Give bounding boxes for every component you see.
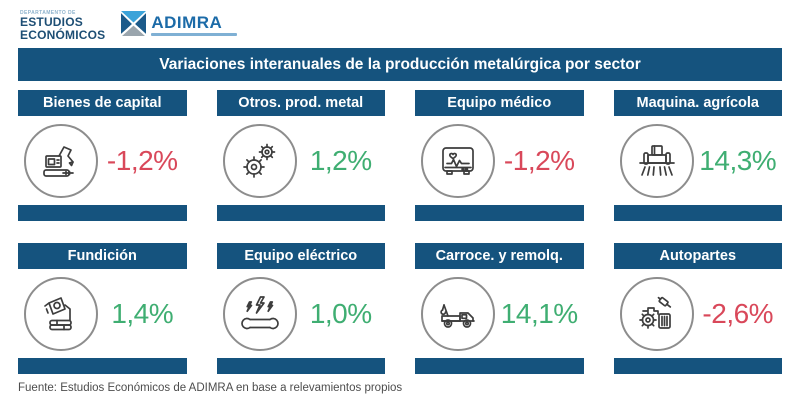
card-bottom-bar	[18, 358, 187, 374]
card-otros-prod-metal: Otros. prod. metal 1,2%	[216, 90, 385, 221]
foundry-ladle-icon	[24, 276, 98, 351]
industrial-robot-icon	[24, 123, 98, 198]
card-fundicion: Fundición 1,4%	[18, 243, 187, 374]
card-label: Carroce. y remolq.	[415, 243, 584, 269]
adimra-tagline	[151, 33, 238, 36]
card-equipo-medico: Equipo médico -1,2%	[415, 90, 584, 221]
card-value: 1,4%	[111, 297, 174, 329]
department-line2: ECONÓMICOS	[20, 27, 106, 42]
adimra-brand-name: ADIMRA	[151, 13, 223, 32]
card-carroce-y-remolq: Carroce. y remolq. 14,1%	[415, 243, 584, 374]
card-bottom-bar	[415, 358, 584, 374]
adimra-logo-mark-icon	[121, 11, 147, 36]
source-note: Fuente: Estudios Económicos de ADIMRA en…	[18, 382, 403, 394]
card-label: Bienes de capital	[18, 90, 187, 116]
auto-parts-icon	[619, 276, 694, 351]
department-line1: ESTUDIOS	[20, 15, 83, 30]
card-bottom-bar	[216, 205, 385, 221]
card-value: 1,0%	[309, 297, 372, 329]
card-value: -1,2%	[503, 144, 575, 176]
card-maquina-agricola: Maquina. agrícola 14,3%	[613, 90, 782, 221]
card-bottom-bar	[613, 358, 782, 374]
card-label: Maquina. agrícola	[613, 90, 782, 116]
department-logo: DEPARTAMENTO DE ESTUDIOS ECONÓMICOS	[20, 9, 105, 41]
card-equipo-electrico: Equipo eléctrico 1,0%	[216, 243, 385, 374]
sector-cards-grid: Bienes de capital -1,2% Otros. prod. met…	[18, 90, 782, 374]
card-label: Equipo médico	[415, 90, 584, 116]
tow-truck-icon	[421, 276, 495, 351]
medical-monitor-icon	[421, 123, 495, 198]
adimra-logo: ADIMRA	[121, 9, 238, 36]
page-title: Variaciones interanuales de la producció…	[18, 48, 782, 81]
card-bienes-de-capital: Bienes de capital -1,2%	[18, 90, 187, 221]
page-header: DEPARTAMENTO DE ESTUDIOS ECONÓMICOS ADIM…	[0, 0, 800, 46]
gears-icon	[222, 123, 297, 198]
card-value: 1,2%	[309, 144, 372, 176]
card-value: -1,2%	[106, 144, 178, 176]
card-label: Otros. prod. metal	[216, 90, 385, 116]
department-small-label: DEPARTAMENTO DE	[20, 10, 76, 16]
card-value: 14,1%	[500, 297, 578, 329]
card-autopartes: Autopartes	[613, 243, 782, 374]
card-label: Fundición	[18, 243, 187, 269]
electric-wrench-icon	[222, 276, 297, 351]
card-bottom-bar	[415, 205, 584, 221]
card-label: Autopartes	[613, 243, 782, 269]
card-bottom-bar	[613, 205, 782, 221]
card-bottom-bar	[216, 358, 385, 374]
card-value: 14,3%	[699, 144, 777, 176]
card-bottom-bar	[18, 205, 187, 221]
card-value: -2,6%	[702, 297, 774, 329]
tractor-icon	[619, 123, 694, 198]
card-label: Equipo eléctrico	[216, 243, 385, 269]
